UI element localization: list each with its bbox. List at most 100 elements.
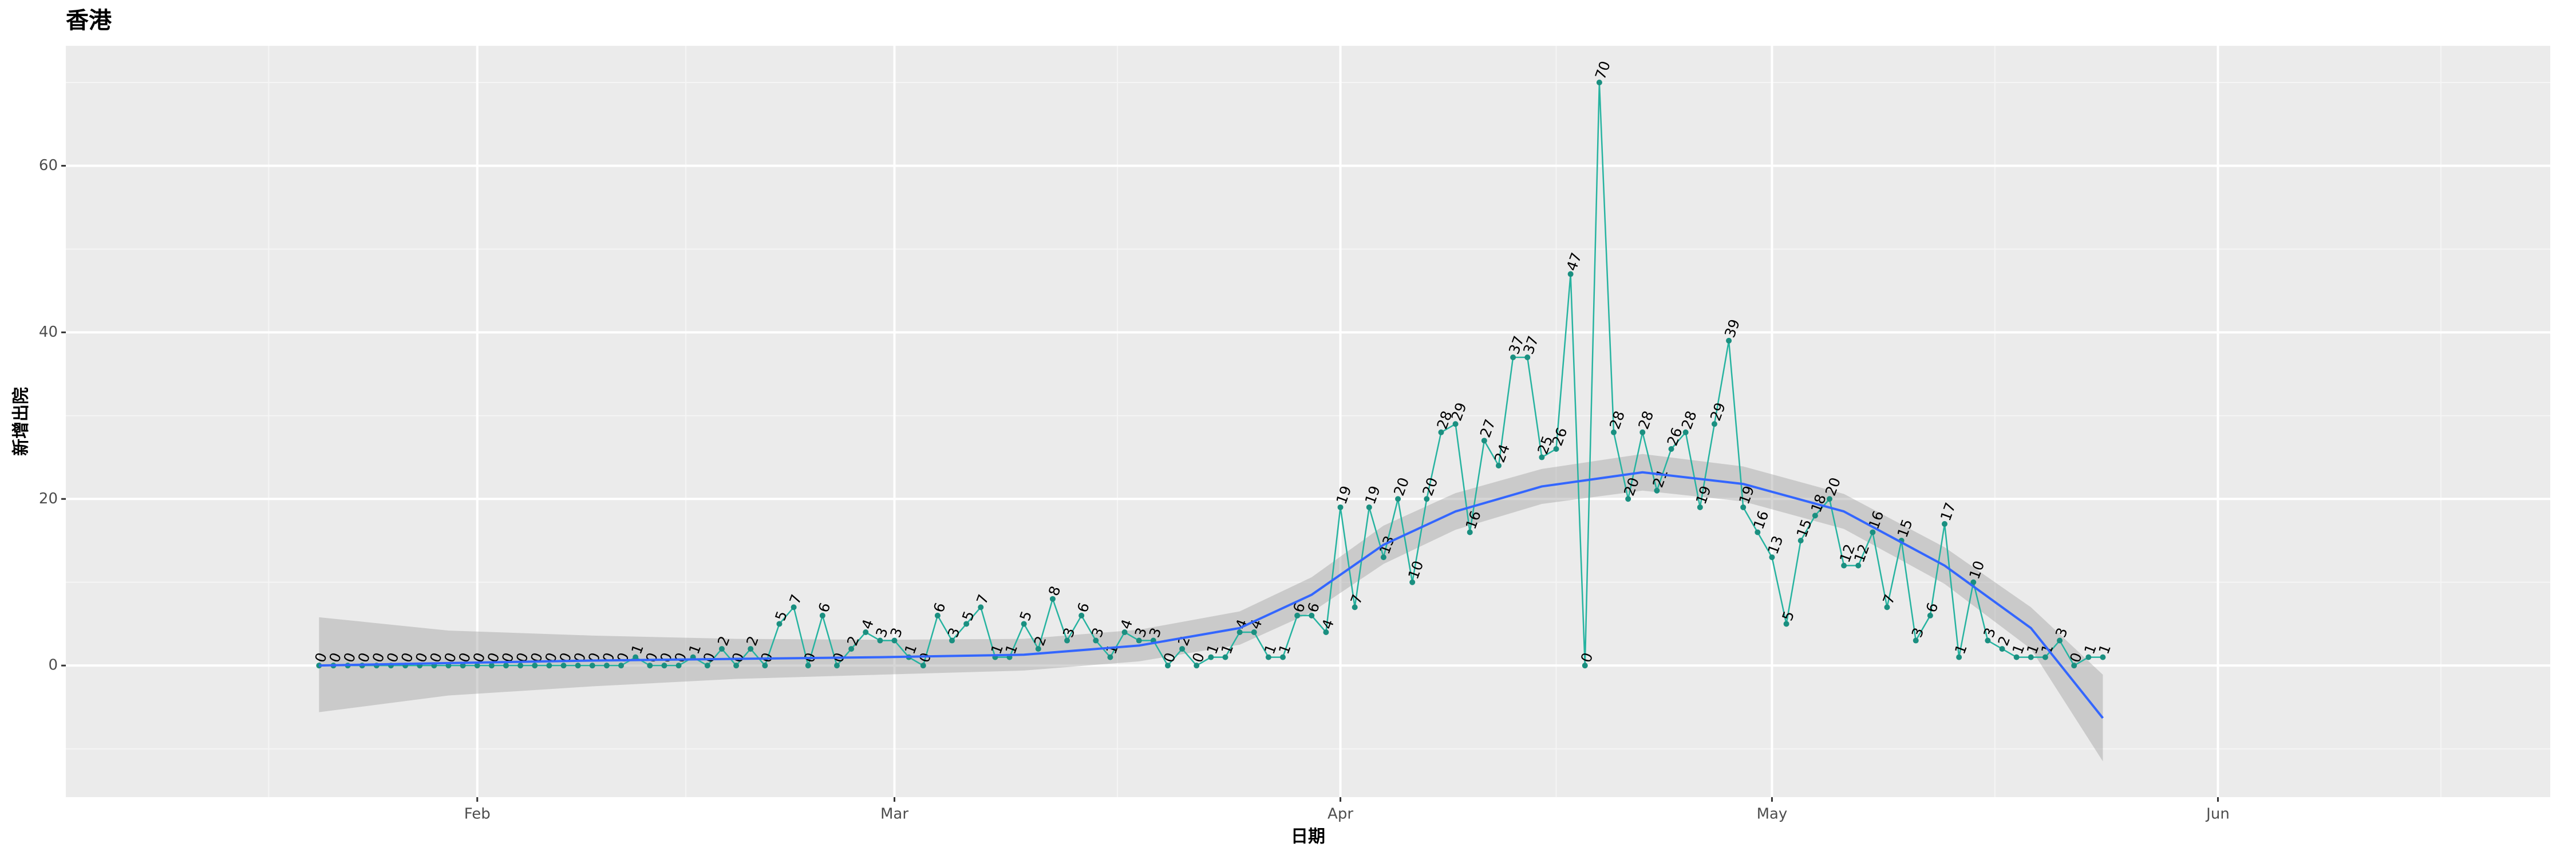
data-point: [1841, 562, 1847, 569]
smooth-line: [319, 471, 2104, 719]
y-tick-label: 40: [39, 324, 58, 341]
data-point: [2042, 654, 2048, 660]
data-point: [1438, 429, 1444, 435]
data-point: [532, 663, 538, 669]
data-point: [1913, 637, 1919, 644]
data-point: [1194, 663, 1200, 669]
data-point: [1035, 646, 1041, 652]
data-point: [1582, 663, 1588, 669]
data-point: [1596, 80, 1602, 85]
data-point: [819, 612, 825, 618]
data-point: [633, 654, 639, 660]
data-point: [848, 646, 855, 652]
data-point: [805, 663, 811, 669]
data-point: [1625, 496, 1631, 502]
x-tick-label: Mar: [880, 806, 908, 823]
data-point: [1107, 654, 1113, 660]
data-point: [733, 663, 740, 669]
data-point: [1121, 629, 1128, 635]
data-point: [1078, 612, 1085, 618]
data-point: [1424, 496, 1430, 502]
data-point: [618, 663, 625, 669]
data-point: [920, 663, 926, 669]
data-point: [1611, 429, 1617, 435]
data-point: [1769, 554, 1775, 561]
data-point: [704, 663, 710, 669]
data-point: [1826, 496, 1832, 502]
data-point: [1309, 612, 1315, 618]
data-point: [1021, 621, 1027, 627]
data-point: [1064, 637, 1070, 644]
data-point: [1093, 637, 1099, 644]
y-tick-label: 60: [39, 157, 58, 174]
data-point: [2013, 654, 2020, 660]
data-point: [1495, 463, 1502, 469]
data-point: [1179, 646, 1186, 652]
data-point: [2057, 637, 2063, 644]
data-point: [1380, 554, 1386, 561]
data-point: [963, 621, 970, 627]
x-tick-label: Jun: [2205, 806, 2230, 823]
data-point: [575, 663, 581, 669]
data-point: [675, 663, 682, 669]
data-point: [1639, 429, 1646, 435]
data-point: [1956, 654, 1962, 660]
y-axis-title: 新增出院: [11, 387, 31, 456]
data-point: [1697, 504, 1703, 510]
data-point: [661, 663, 667, 669]
data-point: [1740, 504, 1747, 510]
data-point: [877, 637, 883, 644]
data-point: [934, 612, 941, 618]
data-point: [1164, 663, 1171, 669]
data-point: [1942, 521, 1948, 527]
data-point: [1251, 629, 1257, 635]
data-point: [1539, 454, 1545, 460]
y-tick-label: 0: [48, 657, 58, 674]
data-point: [1524, 354, 1531, 360]
data-point: [791, 604, 797, 610]
data-point: [1970, 579, 1977, 585]
data-point: [1755, 529, 1761, 535]
data-point: [1654, 487, 1660, 494]
data-point: [1797, 538, 1804, 543]
data-point: [1280, 654, 1286, 660]
panel: [66, 46, 2550, 797]
data-point: [1711, 421, 1717, 427]
data-point: [776, 621, 783, 627]
data-point: [603, 663, 610, 669]
data-point: [1236, 629, 1243, 635]
data-point: [1668, 446, 1674, 452]
data-point: [1136, 637, 1142, 644]
data-point: [1452, 421, 1459, 427]
data-point: [1265, 654, 1271, 660]
data-point: [1510, 354, 1516, 360]
data-point: [560, 663, 567, 669]
x-tick-label: May: [1757, 806, 1788, 823]
data-point: [460, 663, 466, 669]
data-point: [517, 663, 524, 669]
data-point: [2071, 663, 2077, 669]
data-point: [1682, 429, 1689, 435]
x-tick-label: Apr: [1327, 806, 1353, 823]
data-point: [1294, 612, 1301, 618]
data-point: [833, 663, 840, 669]
chart-title: 香港: [66, 7, 112, 34]
data-point: [863, 629, 869, 635]
data-point: [1222, 654, 1228, 660]
x-tick-label: Feb: [464, 806, 491, 823]
data-point: [1812, 513, 1818, 519]
data-point: [503, 663, 509, 669]
data-point: [589, 663, 595, 669]
data-point: [1783, 621, 1789, 627]
data-point: [762, 663, 768, 669]
data-point: [748, 646, 754, 652]
data-point: [1999, 646, 2005, 652]
data-point: [647, 663, 653, 669]
data-point: [474, 663, 480, 669]
data-point: [1884, 604, 1890, 610]
data-point: [2028, 654, 2034, 660]
data-point: [1366, 504, 1372, 510]
data-point: [1395, 496, 1401, 502]
data-point: [891, 637, 898, 644]
